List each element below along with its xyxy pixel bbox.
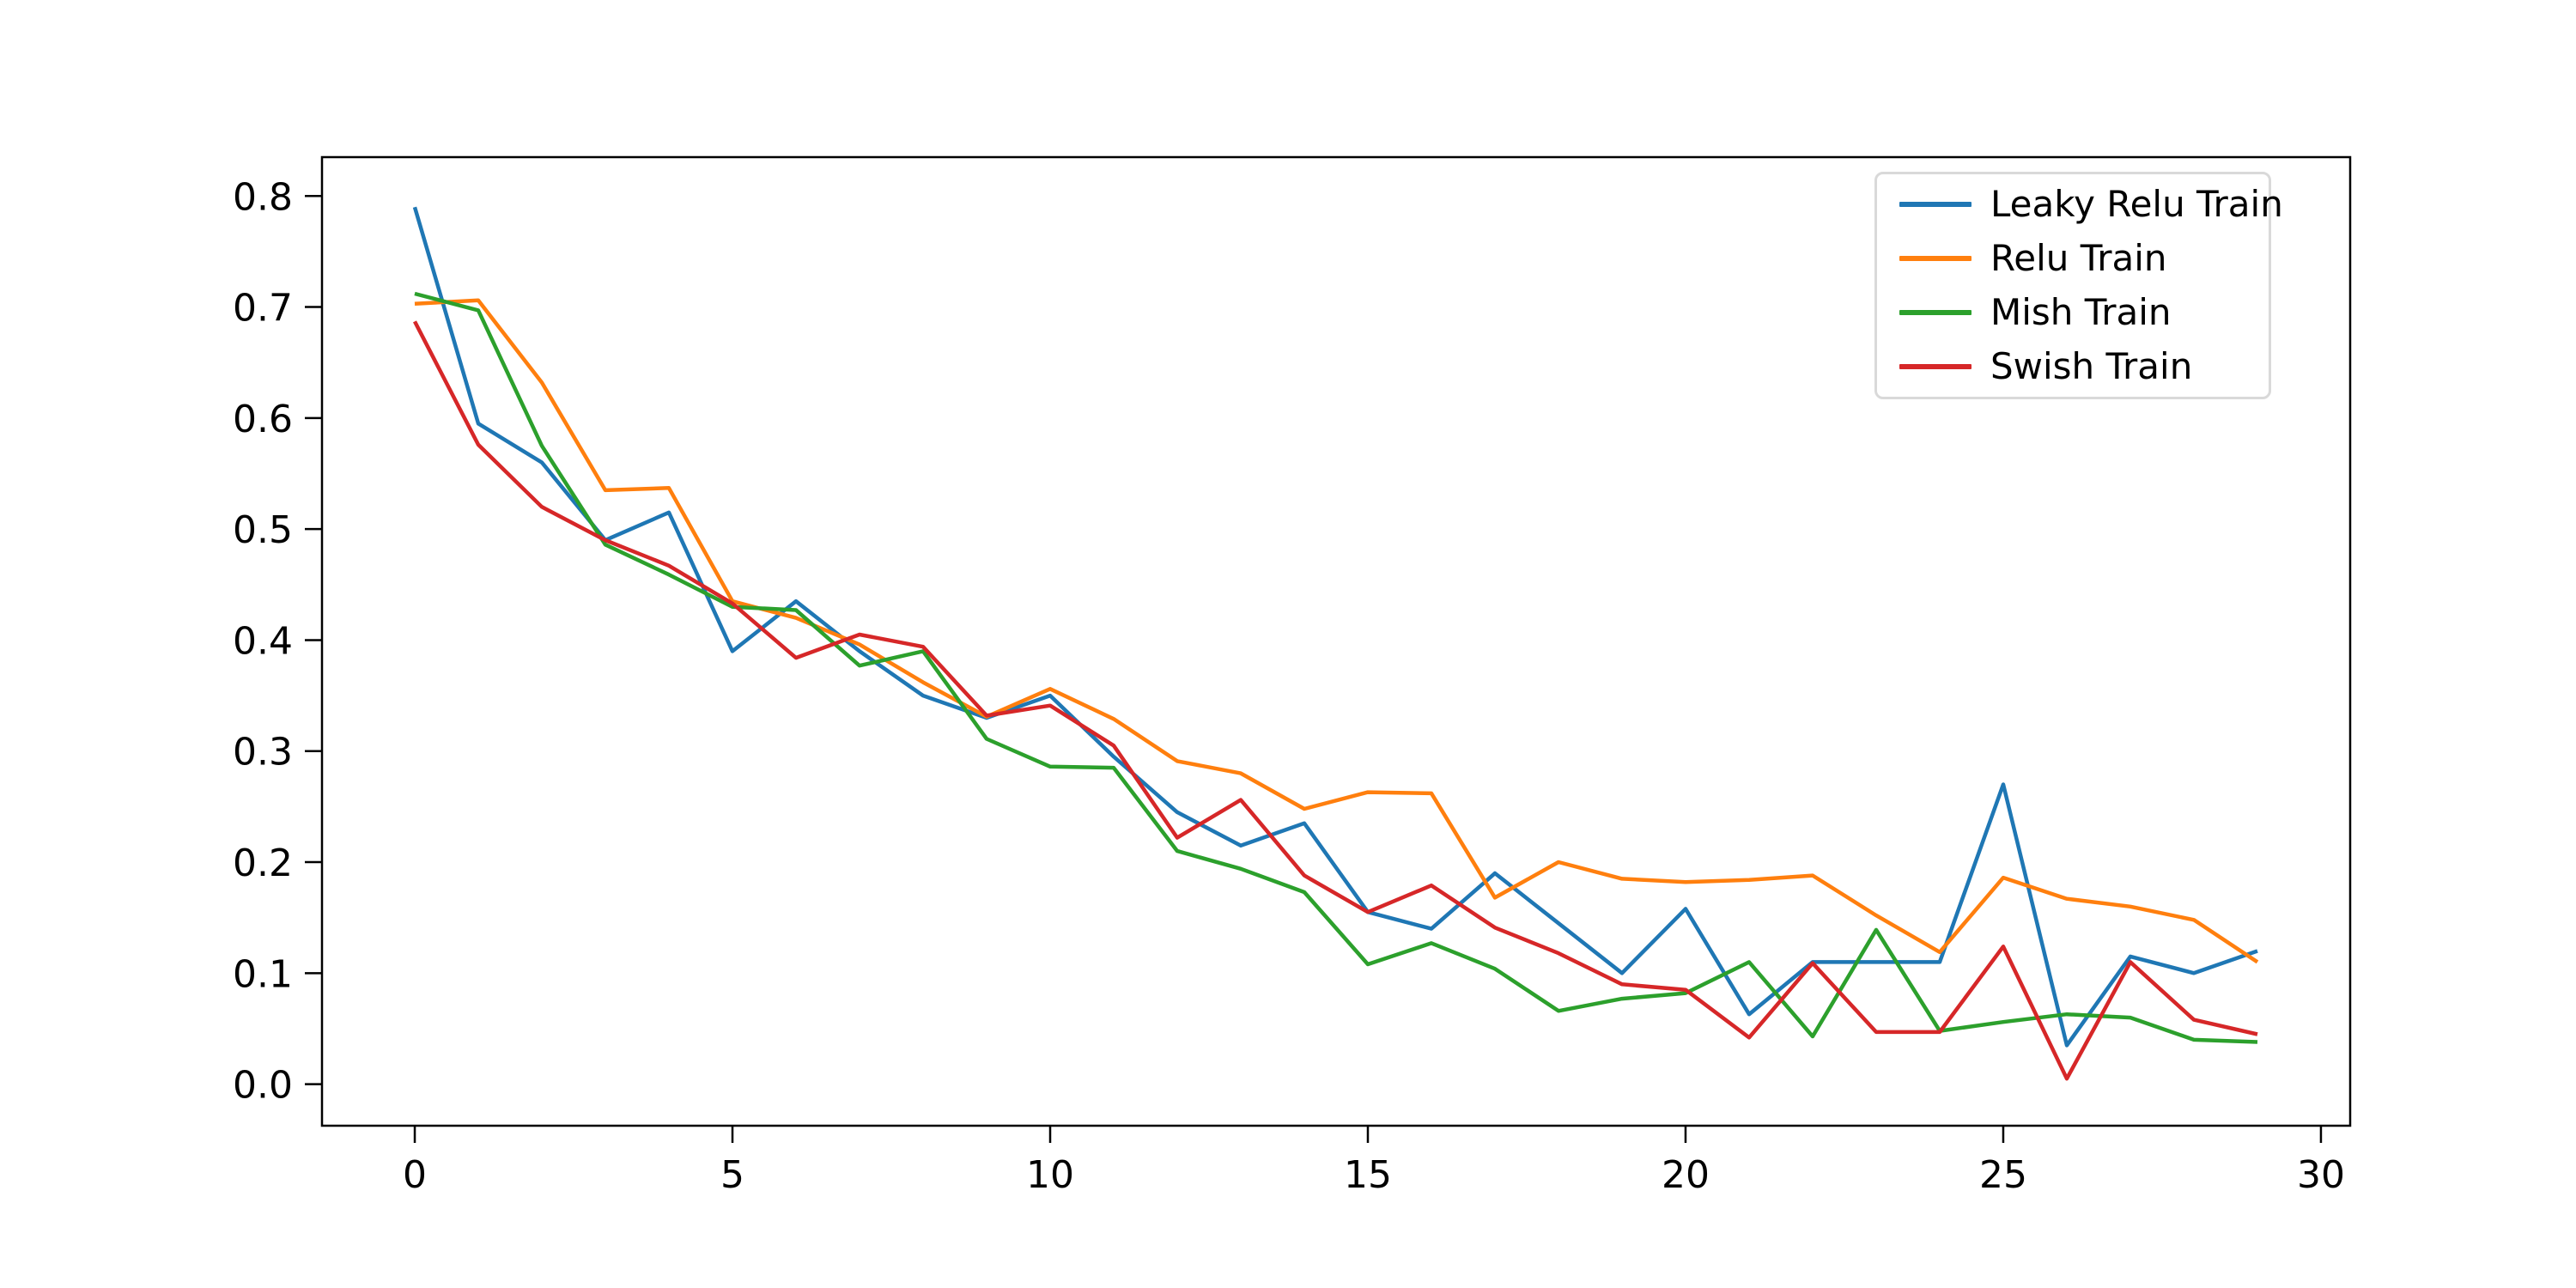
legend-line-swatch xyxy=(1899,310,1971,315)
y-axis-tick-label: 0.6 xyxy=(233,398,293,441)
y-axis-tick-label: 0.5 xyxy=(233,508,293,552)
axes-spines xyxy=(320,155,2352,1127)
series-line-mish-train xyxy=(414,291,2258,1044)
y-axis-tick-label: 0.3 xyxy=(233,731,293,775)
legend-line-swatch xyxy=(1899,202,1971,207)
legend-item: Mish Train xyxy=(1899,286,2269,340)
y-axis-tick-label: 0.7 xyxy=(233,287,293,331)
y-axis-tick-label: 0.2 xyxy=(233,841,293,885)
series-line-swish-train xyxy=(413,320,2258,1081)
x-axis-tick-label: 5 xyxy=(720,1153,744,1197)
legend-label: Swish Train xyxy=(1990,345,2193,387)
legend-line-swatch xyxy=(1899,364,1971,369)
legend: Leaky Relu Train Relu Train Mish Train S… xyxy=(1874,172,2283,399)
legend-label: Leaky Relu Train xyxy=(1990,183,2283,225)
legend-label: Mish Train xyxy=(1990,291,2172,333)
x-axis-tick-label: 25 xyxy=(1979,1153,2027,1197)
x-axis-tick-label: 20 xyxy=(1662,1153,1710,1197)
y-axis-tick-label: 0.1 xyxy=(233,952,293,996)
y-axis-tick-label: 0.0 xyxy=(233,1064,293,1108)
legend-item: Leaky Relu Train xyxy=(1899,178,2283,232)
x-axis-tick-label: 0 xyxy=(403,1153,427,1197)
legend-item: Swish Train xyxy=(1899,340,2269,394)
series-line-leaky-relu-train xyxy=(412,206,2258,1048)
x-axis-tick-label: 10 xyxy=(1026,1153,1074,1197)
legend-line-swatch xyxy=(1899,256,1971,261)
series-line-relu-train xyxy=(414,298,2259,964)
legend-item: Relu Train xyxy=(1899,232,2269,286)
x-axis-tick-label: 15 xyxy=(1344,1153,1392,1197)
legend-label: Relu Train xyxy=(1990,237,2167,279)
y-axis-tick-label: 0.8 xyxy=(233,175,293,219)
y-axis-tick-label: 0.4 xyxy=(233,619,293,663)
x-axis-tick-label: 30 xyxy=(2297,1153,2345,1197)
